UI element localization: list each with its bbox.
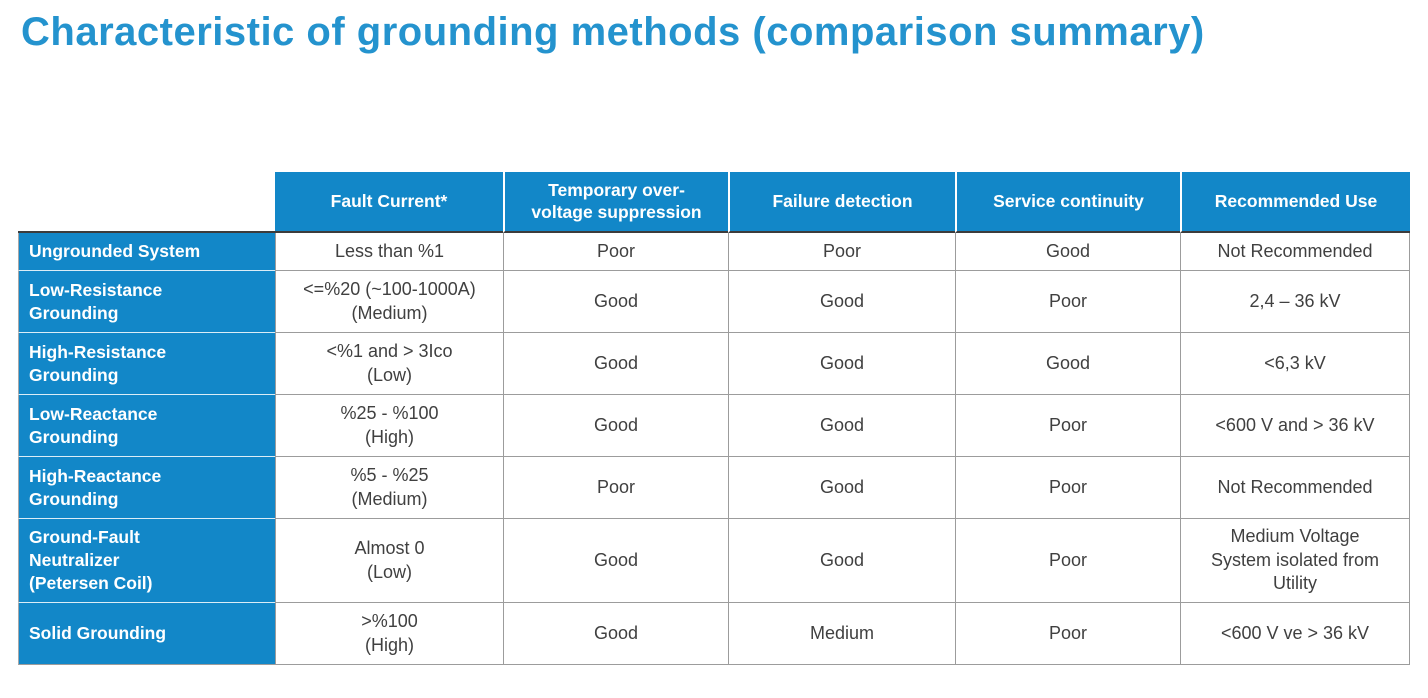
table-cell: Good xyxy=(728,457,955,519)
table-cell: Good xyxy=(955,233,1180,271)
table-cell: Poor xyxy=(955,395,1180,457)
table-cell: 2,4 – 36 kV xyxy=(1180,271,1410,333)
table-cell: Good xyxy=(728,519,955,603)
table-corner-cell xyxy=(18,172,275,233)
table-cell: Not Recommended xyxy=(1180,233,1410,271)
column-header-overvoltage-suppression: Temporary over- voltage suppression xyxy=(503,172,728,233)
table-cell: Poor xyxy=(955,519,1180,603)
column-header-fault-current: Fault Current* xyxy=(275,172,503,233)
table-cell: <600 V and > 36 kV xyxy=(1180,395,1410,457)
row-header-ungrounded-system: Ungrounded System xyxy=(18,233,275,271)
table-cell: Good xyxy=(728,333,955,395)
row-header-high-resistance-grounding: High-Resistance Grounding xyxy=(18,333,275,395)
row-header-low-resistance-grounding: Low-Resistance Grounding xyxy=(18,271,275,333)
table-cell: Good xyxy=(728,395,955,457)
table-cell: <600 V ve > 36 kV xyxy=(1180,603,1410,665)
table-cell: Good xyxy=(503,333,728,395)
table-cell: Poor xyxy=(955,603,1180,665)
table-cell: Medium Voltage System isolated from Util… xyxy=(1180,519,1410,603)
table-cell: %25 - %100 (High) xyxy=(275,395,503,457)
table-cell: Poor xyxy=(728,233,955,271)
row-header-high-reactance-grounding: High-Reactance Grounding xyxy=(18,457,275,519)
table-cell: Almost 0 (Low) xyxy=(275,519,503,603)
table-cell: Good xyxy=(503,519,728,603)
table-cell: Good xyxy=(955,333,1180,395)
row-header-solid-grounding: Solid Grounding xyxy=(18,603,275,665)
table-cell: >%100 (High) xyxy=(275,603,503,665)
table-cell: Medium xyxy=(728,603,955,665)
row-header-ground-fault-neutralizer: Ground-Fault Neutralizer (Petersen Coil) xyxy=(18,519,275,603)
grounding-methods-comparison-table: Fault Current* Temporary over- voltage s… xyxy=(18,172,1410,665)
table-cell: Less than %1 xyxy=(275,233,503,271)
page-title: Characteristic of grounding methods (com… xyxy=(21,10,1205,54)
table-cell: Good xyxy=(728,271,955,333)
row-header-low-reactance-grounding: Low-Reactance Grounding xyxy=(18,395,275,457)
table-cell: Good xyxy=(503,603,728,665)
table-cell: Good xyxy=(503,271,728,333)
table-cell: %5 - %25 (Medium) xyxy=(275,457,503,519)
table-cell: <%1 and > 3Ico (Low) xyxy=(275,333,503,395)
table-cell: Good xyxy=(503,395,728,457)
table-cell: Poor xyxy=(503,233,728,271)
column-header-service-continuity: Service continuity xyxy=(955,172,1180,233)
table-cell: Poor xyxy=(955,271,1180,333)
table-cell: Not Recommended xyxy=(1180,457,1410,519)
table-cell: Poor xyxy=(955,457,1180,519)
table-cell: Poor xyxy=(503,457,728,519)
table-cell: <6,3 kV xyxy=(1180,333,1410,395)
column-header-failure-detection: Failure detection xyxy=(728,172,955,233)
table-cell: <=%20 (~100-1000A) (Medium) xyxy=(275,271,503,333)
column-header-recommended-use: Recommended Use xyxy=(1180,172,1410,233)
